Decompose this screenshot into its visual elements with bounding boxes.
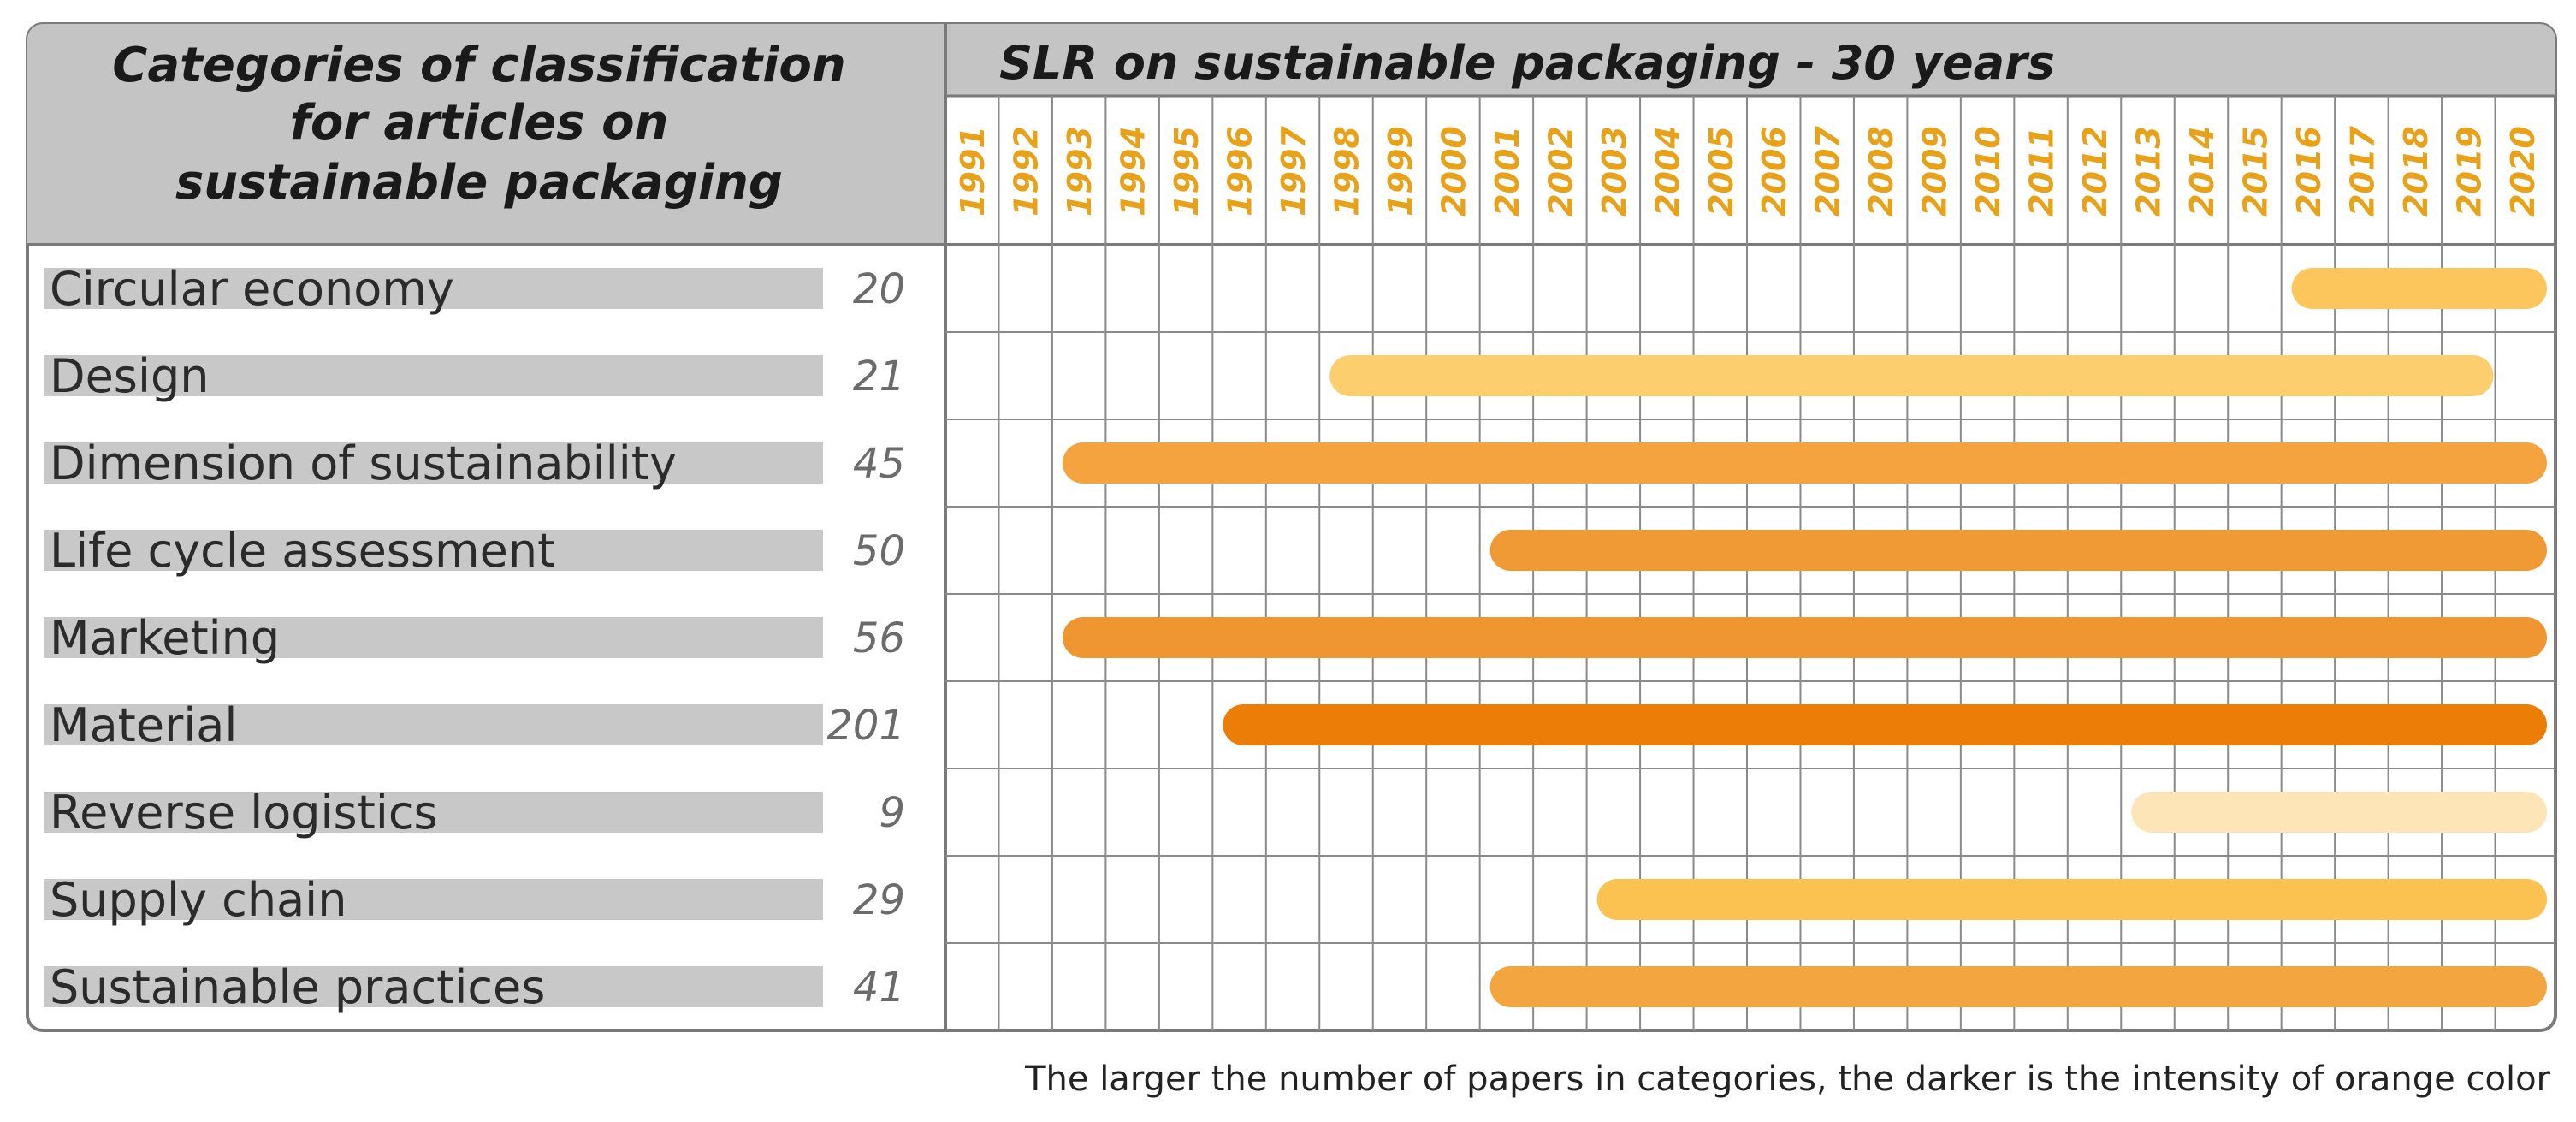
category-label: Design xyxy=(50,349,209,403)
year-label: 1991 xyxy=(954,126,992,217)
legend-footnote: The larger the number of papers in categ… xyxy=(1025,1060,2550,1099)
category-label: Life cycle assessment xyxy=(50,524,555,578)
category-count: 41 xyxy=(853,964,905,1012)
year-label: 2013 xyxy=(2130,126,2168,217)
year-label: 2011 xyxy=(2023,126,2061,217)
category-label: Sustainable practices xyxy=(50,960,545,1014)
year-label: 2005 xyxy=(1703,126,1740,217)
category-label-bg xyxy=(44,879,823,920)
year-label: 2000 xyxy=(1435,126,1472,217)
year-label: 2007 xyxy=(1809,126,1847,217)
timeline-bar xyxy=(2291,268,2547,309)
category-label: Circular economy xyxy=(50,262,454,316)
category-label: Material xyxy=(50,698,237,752)
year-label: 1996 xyxy=(1222,126,1259,217)
category-label-bg xyxy=(44,530,823,571)
year-label: 2016 xyxy=(2290,126,2328,217)
timeline-bar xyxy=(1489,966,2547,1007)
year-label: 1993 xyxy=(1061,126,1099,217)
title-header-bg xyxy=(945,24,2555,96)
year-label: 2018 xyxy=(2397,126,2435,217)
year-label: 2003 xyxy=(1596,126,1633,217)
left-header-line-1: Categories of classification xyxy=(112,38,846,93)
timeline-bar xyxy=(1489,530,2547,571)
category-label: Reverse logistics xyxy=(50,786,438,840)
year-label: 2014 xyxy=(2183,126,2221,217)
year-label: 2012 xyxy=(2076,126,2114,217)
category-count: 21 xyxy=(853,353,905,401)
category-label-bg xyxy=(44,442,823,484)
timeline-bar xyxy=(1062,617,2547,658)
category-label: Dimension of sustainability xyxy=(50,436,677,490)
category-count: 201 xyxy=(826,702,905,750)
category-label-bg xyxy=(44,355,823,396)
timeline-bar xyxy=(1062,442,2547,484)
category-label-bg xyxy=(44,268,823,309)
year-label: 1998 xyxy=(1329,126,1366,217)
category-label-bg xyxy=(44,792,823,833)
year-label: 2017 xyxy=(2343,126,2381,217)
left-header-line-2: for articles on xyxy=(290,95,669,151)
year-label: 1999 xyxy=(1382,126,1419,217)
year-label: 2020 xyxy=(2504,126,2542,217)
year-label: 2015 xyxy=(2236,126,2274,217)
year-label: 2001 xyxy=(1489,126,1526,217)
year-label: 2010 xyxy=(1969,126,2007,217)
category-count: 45 xyxy=(853,440,905,488)
left-header-bg xyxy=(27,24,945,245)
category-label-bg xyxy=(44,617,823,658)
category-count: 20 xyxy=(853,265,905,313)
category-count: 50 xyxy=(853,527,905,575)
year-label: 1995 xyxy=(1168,126,1205,217)
year-label: 2004 xyxy=(1649,126,1686,217)
timeline-bar xyxy=(1329,355,2494,396)
year-label: 2002 xyxy=(1542,126,1579,217)
year-label: 1997 xyxy=(1275,126,1312,217)
category-count: 56 xyxy=(853,614,905,662)
category-count: 9 xyxy=(879,789,905,837)
year-label: 1994 xyxy=(1115,126,1152,217)
timeline-bar xyxy=(1596,879,2547,920)
year-label: 2008 xyxy=(1862,126,1900,217)
category-label-bg xyxy=(44,704,823,745)
category-label: Marketing xyxy=(50,611,280,665)
timeline-bar xyxy=(2131,792,2547,833)
category-label-bg xyxy=(44,966,823,1007)
year-label: 2019 xyxy=(2450,126,2488,217)
year-label: 2006 xyxy=(1756,126,1793,217)
chart-title: SLR on sustainable packaging - 30 years xyxy=(999,36,2055,90)
year-label: 1992 xyxy=(1008,126,1045,217)
year-label: 2009 xyxy=(1916,126,1954,217)
category-count: 29 xyxy=(853,876,905,924)
timeline-bar xyxy=(1223,704,2547,745)
category-label: Supply chain xyxy=(50,873,346,927)
left-header-line-3: sustainable packaging xyxy=(175,155,783,211)
